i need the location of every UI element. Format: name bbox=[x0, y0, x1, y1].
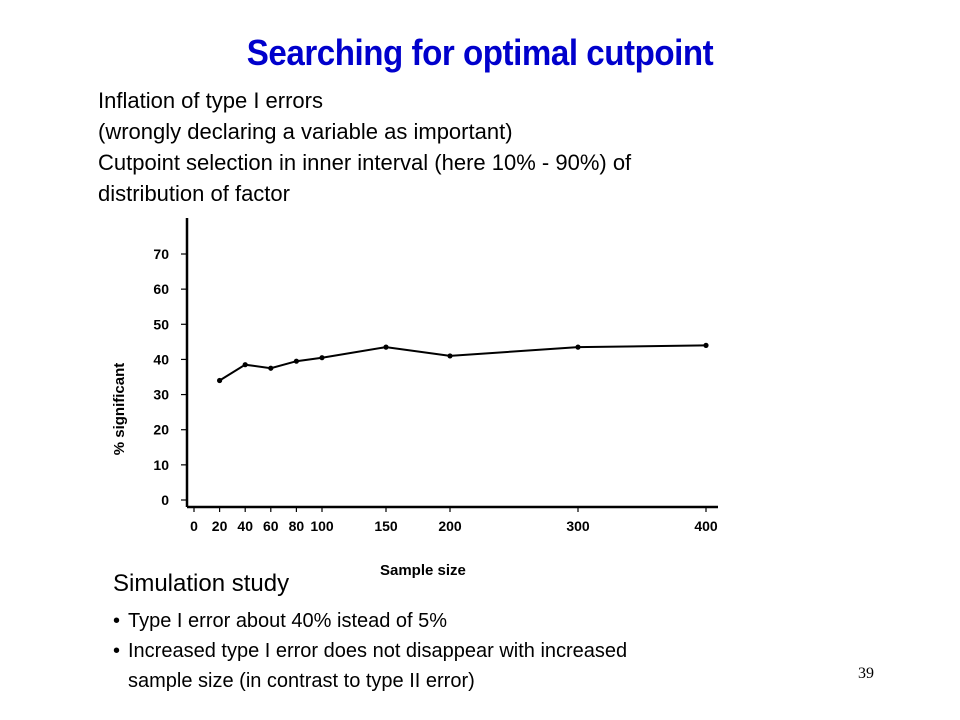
y-tick-label: 70 bbox=[153, 246, 169, 262]
data-point bbox=[242, 362, 248, 368]
intro-line: Cutpoint selection in inner interval (he… bbox=[98, 150, 632, 175]
data-point bbox=[268, 365, 274, 371]
data-point bbox=[575, 344, 581, 350]
x-tick-label: 300 bbox=[566, 518, 590, 534]
y-tick-label: 10 bbox=[153, 457, 169, 473]
x-tick-label: 60 bbox=[263, 518, 279, 534]
y-tick-label: 30 bbox=[153, 387, 169, 403]
bullet-line: Type I error about 40% istead of 5% bbox=[128, 610, 448, 632]
x-tick-label: 150 bbox=[374, 518, 398, 534]
x-tick-label: 20 bbox=[212, 518, 228, 534]
data-point bbox=[217, 377, 223, 384]
x-axis-label: Sample size bbox=[380, 562, 466, 579]
page-number: 39 bbox=[858, 665, 874, 682]
x-tick-label: 80 bbox=[289, 518, 305, 534]
data-point bbox=[703, 342, 709, 348]
bullet-item: • Increased type I error does not disapp… bbox=[113, 636, 833, 696]
y-tick-label: 0 bbox=[161, 492, 169, 508]
y-tick-label: 60 bbox=[153, 281, 169, 297]
bullet-dot-icon: • bbox=[113, 610, 121, 632]
bullet-line: sample size (in contrast to type II erro… bbox=[128, 670, 475, 692]
intro-line: (wrongly declaring a variable as importa… bbox=[98, 119, 513, 144]
slide-title: Searching for optimal cutpoint bbox=[246, 32, 714, 73]
intro-line: distribution of factor bbox=[98, 181, 290, 206]
data-point bbox=[447, 353, 453, 359]
data-point bbox=[319, 355, 325, 361]
y-tick-label: 40 bbox=[153, 351, 169, 367]
x-tick-label: 40 bbox=[237, 518, 253, 534]
intro-line: Inflation of type I errors bbox=[98, 88, 323, 113]
data-point bbox=[293, 358, 299, 364]
x-tick-label: 0 bbox=[190, 518, 198, 534]
x-tick-label: 200 bbox=[438, 518, 462, 534]
bullet-line: Increased type I error does not disappea… bbox=[128, 640, 628, 662]
series-line bbox=[219, 344, 707, 382]
bullet-list: • Type I error about 40% istead of 5% • … bbox=[113, 606, 833, 696]
y-tick-label: 50 bbox=[153, 316, 169, 332]
intro-text: Inflation of type I errors (wrongly decl… bbox=[98, 85, 858, 209]
y-tick-label: 20 bbox=[153, 422, 169, 438]
y-axis-label: % significant bbox=[111, 362, 128, 456]
bullet-dot-icon: • bbox=[113, 640, 121, 662]
simulation-heading: Simulation study bbox=[113, 570, 290, 597]
bullet-item: • Type I error about 40% istead of 5% bbox=[113, 606, 833, 636]
data-point bbox=[383, 344, 389, 350]
x-tick-label: 400 bbox=[694, 518, 718, 534]
x-tick-label: 100 bbox=[310, 518, 334, 534]
